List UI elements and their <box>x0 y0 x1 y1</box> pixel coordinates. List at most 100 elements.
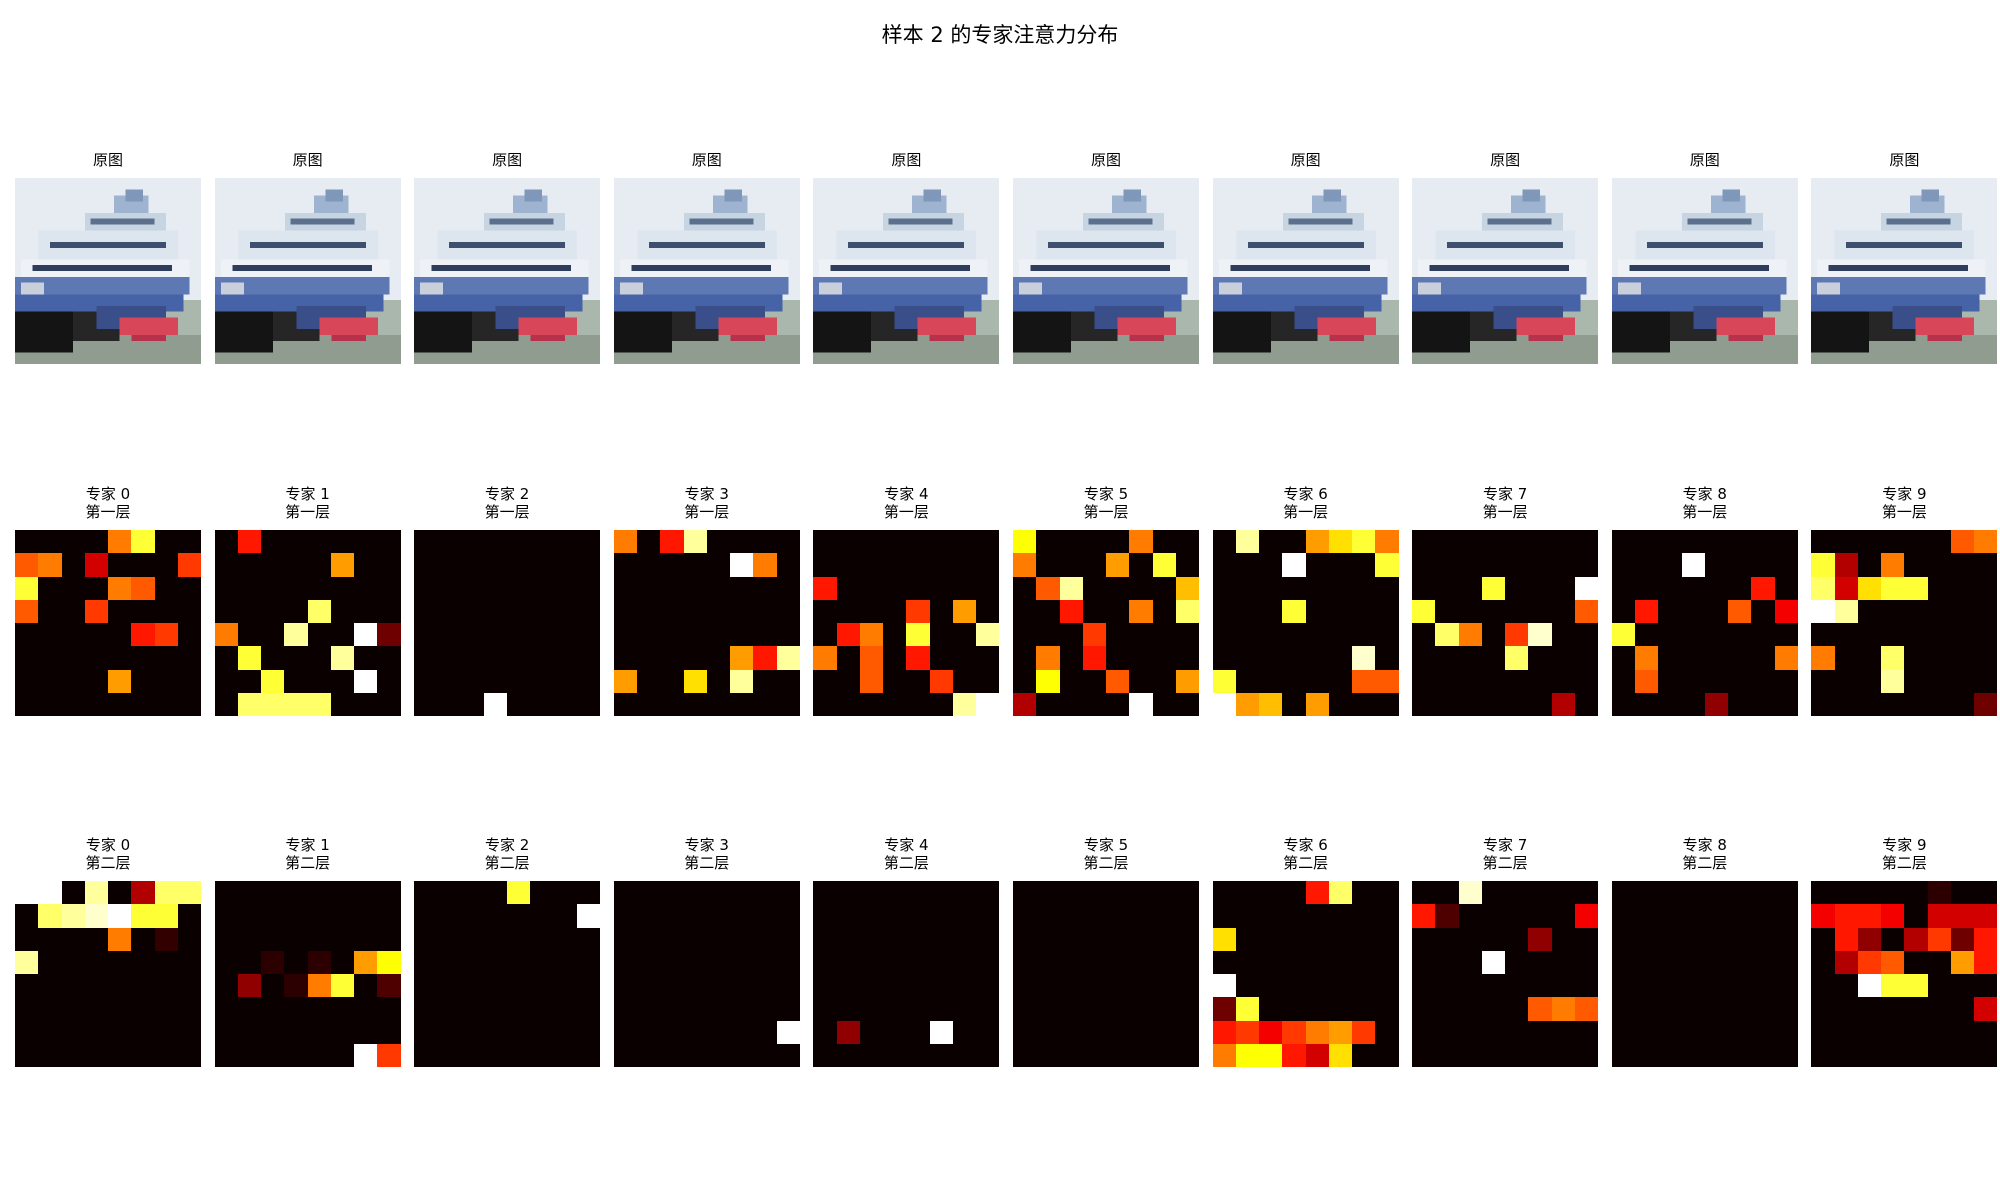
heatmap-cell <box>1857 646 1882 670</box>
heatmap-cell <box>507 1043 531 1067</box>
layer1-panel-title-line-2: 第一层 <box>883 503 929 521</box>
heatmap-cell <box>1574 669 1599 694</box>
heatmap-cell <box>307 950 332 975</box>
heatmap-cell <box>460 599 485 624</box>
heatmap-cell <box>753 692 778 716</box>
heatmap-cell <box>507 553 531 577</box>
heatmap-cell <box>1857 950 1882 975</box>
heatmap-cell <box>1212 623 1237 647</box>
heatmap-cell <box>84 904 109 928</box>
heatmap-cell <box>1235 553 1260 577</box>
heatmap-cell <box>261 646 285 670</box>
heatmap-cell <box>307 927 332 952</box>
heatmap-cell <box>1375 1043 1399 1067</box>
heatmap-cell <box>1082 553 1107 577</box>
heatmap-cell <box>813 881 838 905</box>
heatmap-cell <box>61 553 86 577</box>
heatmap-cell <box>61 1043 86 1067</box>
heatmap-cell <box>214 692 239 716</box>
layer2-heatmap-expert-4 <box>813 881 1000 1067</box>
heatmap-cell <box>1082 530 1107 554</box>
layer1-panel-title-line-1: 专家 0 <box>85 485 131 503</box>
heatmap-cell <box>906 553 931 577</box>
heatmap-cell <box>483 669 508 694</box>
heatmap-cell <box>84 1020 109 1045</box>
ship-part-6 <box>689 218 754 225</box>
heatmap-cell <box>976 530 1000 554</box>
heatmap-cell <box>1259 646 1283 670</box>
ship-part-8 <box>1047 241 1165 248</box>
heatmap-cell <box>177 669 201 694</box>
heatmap-cell <box>1681 974 1706 998</box>
heatmap-cell <box>1152 927 1177 952</box>
heatmap-cell <box>61 950 86 975</box>
heatmap-cell <box>1950 1020 1975 1045</box>
figure-title: 样本 2 的专家注意力分布 <box>881 23 1119 47</box>
heatmap-cell <box>576 904 601 928</box>
heatmap-cell <box>437 553 462 577</box>
heatmap-cell <box>952 692 977 716</box>
heatmap-cell <box>753 881 778 905</box>
heatmap-cell <box>15 974 39 998</box>
heatmap-cell <box>1950 927 1975 952</box>
heatmap-cell <box>1435 1020 1460 1045</box>
sample-image-box <box>1611 178 1798 364</box>
ship-part-10 <box>631 265 771 271</box>
heatmap-cell <box>177 692 201 716</box>
heatmap-cell <box>1305 623 1330 647</box>
heatmap-cell <box>859 692 884 716</box>
heatmap-cell <box>730 530 754 554</box>
heatmap-cell <box>1175 669 1199 694</box>
heatmap-cell <box>84 599 109 624</box>
heatmap-cell <box>1881 576 1905 601</box>
heatmap-cell <box>1811 997 1836 1021</box>
heatmap-cell <box>1728 950 1752 975</box>
heatmap-cell <box>929 623 954 647</box>
heatmap-cell <box>377 553 401 577</box>
heatmap-cell <box>1375 623 1399 647</box>
heatmap-cell <box>1551 576 1576 601</box>
heatmap-cell <box>753 950 778 975</box>
heatmap-cell <box>660 1043 685 1067</box>
heatmap-cell <box>730 576 754 601</box>
heatmap-cell <box>507 950 531 975</box>
heatmap-cell <box>530 950 555 975</box>
heatmap-cell <box>776 1020 800 1045</box>
heatmap-cell <box>1458 927 1483 952</box>
heatmap-cell <box>1751 530 1776 554</box>
heatmap-cell <box>976 881 1000 905</box>
layer2-panel-title-line-1: 专家 2 <box>485 836 530 854</box>
heatmap-cell <box>214 927 239 952</box>
ship-part-11 <box>1611 276 1787 295</box>
layer1-panel-title-line-1: 专家 4 <box>884 485 929 503</box>
heatmap-cell <box>1658 950 1683 975</box>
heatmap-cell <box>1728 1043 1752 1067</box>
heatmap-cell <box>576 576 601 601</box>
heatmap-cell <box>1505 904 1529 928</box>
image-panel-title-line-1: 原图 <box>1490 151 1521 169</box>
heatmap-cell <box>906 530 931 554</box>
layer2-panel-title-line-1: 专家 4 <box>884 836 929 854</box>
heatmap-cell <box>1505 1043 1529 1067</box>
heatmap-cell <box>1013 646 1037 670</box>
heatmap-cell <box>883 881 907 905</box>
heatmap-cell <box>131 530 155 554</box>
heatmap-cell <box>637 881 661 905</box>
heatmap-cell <box>1106 623 1130 647</box>
heatmap-cell <box>1811 904 1836 928</box>
ship-part-6 <box>90 218 155 225</box>
heatmap-cell <box>1059 1043 1084 1067</box>
heatmap-cell <box>237 1020 262 1045</box>
heatmap-cell <box>1375 599 1399 624</box>
heatmap-cell <box>1834 576 1859 601</box>
ship-part-16 <box>718 317 777 335</box>
heatmap-cell <box>1412 974 1436 998</box>
heatmap-cell <box>131 927 155 952</box>
heatmap-cell <box>84 623 109 647</box>
layer2-heatmap-expert-9 <box>1811 881 1998 1067</box>
heatmap-cell <box>330 1020 355 1045</box>
heatmap-cell <box>1857 530 1882 554</box>
heatmap-cell <box>1152 974 1177 998</box>
heatmap-cell <box>1704 623 1729 647</box>
heatmap-cell <box>330 997 355 1021</box>
